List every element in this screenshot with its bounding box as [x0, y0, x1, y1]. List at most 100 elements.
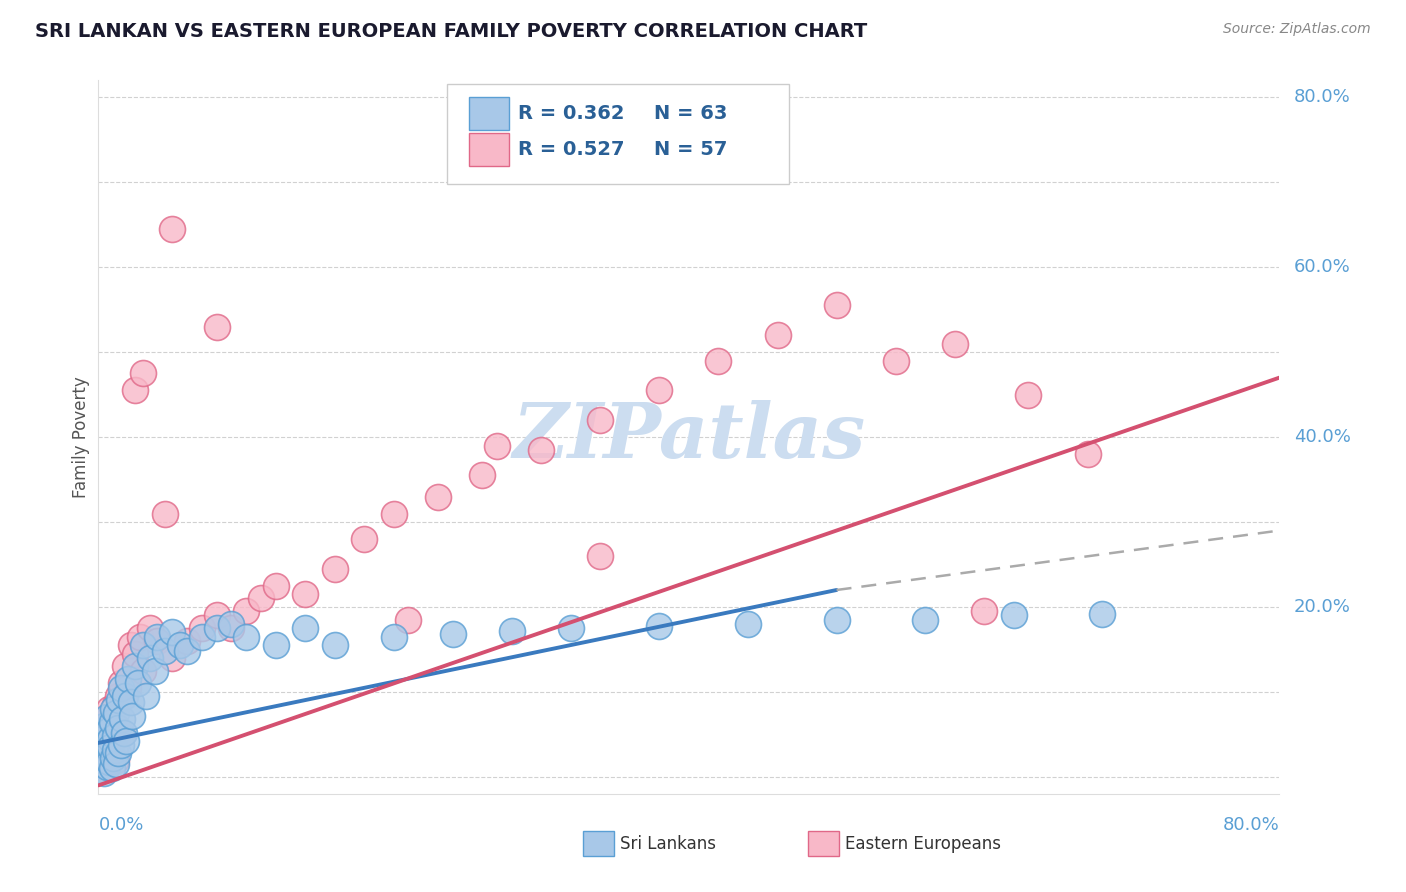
- Point: [914, 613, 936, 627]
- Point: [114, 689, 136, 703]
- Point: [97, 723, 120, 738]
- Point: [973, 604, 995, 618]
- Text: 0.0%: 0.0%: [98, 816, 143, 834]
- Point: [1077, 447, 1099, 461]
- Point: [501, 624, 523, 638]
- Point: [943, 336, 966, 351]
- Point: [235, 604, 257, 618]
- Point: [98, 740, 121, 755]
- Point: [132, 664, 155, 678]
- Point: [264, 638, 287, 652]
- Point: [124, 384, 146, 398]
- Point: [100, 761, 122, 775]
- Point: [1017, 387, 1039, 401]
- Text: R = 0.527: R = 0.527: [517, 140, 624, 159]
- Text: Sri Lankans: Sri Lankans: [620, 835, 716, 853]
- Point: [110, 681, 132, 695]
- Point: [107, 746, 129, 760]
- Text: 60.0%: 60.0%: [1294, 258, 1350, 277]
- FancyBboxPatch shape: [470, 133, 509, 166]
- Point: [323, 562, 346, 576]
- FancyBboxPatch shape: [470, 97, 509, 130]
- Bar: [808, 831, 839, 856]
- Point: [146, 630, 169, 644]
- Point: [153, 507, 176, 521]
- Point: [825, 298, 848, 312]
- Point: [648, 384, 671, 398]
- Point: [146, 634, 169, 648]
- Point: [120, 638, 142, 652]
- Point: [97, 755, 120, 769]
- Point: [139, 621, 162, 635]
- Point: [107, 721, 129, 735]
- Point: [250, 591, 273, 606]
- Point: [162, 625, 183, 640]
- Point: [1091, 607, 1114, 621]
- Point: [132, 367, 155, 381]
- Point: [124, 659, 146, 673]
- Point: [93, 719, 115, 733]
- Y-axis label: Family Poverty: Family Poverty: [72, 376, 90, 498]
- Point: [427, 490, 450, 504]
- Point: [235, 630, 257, 644]
- Point: [100, 714, 122, 729]
- Point: [105, 757, 128, 772]
- Point: [589, 413, 612, 427]
- Bar: [583, 831, 614, 856]
- Point: [98, 731, 121, 746]
- Point: [104, 742, 127, 756]
- Point: [191, 621, 214, 635]
- Point: [90, 736, 112, 750]
- Point: [323, 638, 346, 652]
- Text: 40.0%: 40.0%: [1294, 428, 1351, 446]
- Point: [108, 693, 131, 707]
- Point: [1002, 608, 1025, 623]
- Point: [103, 702, 125, 716]
- Point: [120, 695, 142, 709]
- Point: [128, 630, 150, 644]
- Text: N = 63: N = 63: [654, 104, 727, 123]
- Point: [139, 651, 162, 665]
- Point: [105, 706, 128, 721]
- Point: [486, 439, 509, 453]
- Point: [205, 621, 228, 635]
- Point: [91, 757, 114, 772]
- Point: [707, 353, 730, 368]
- Point: [176, 644, 198, 658]
- Point: [219, 617, 242, 632]
- Point: [105, 753, 128, 767]
- Point: [89, 757, 111, 772]
- Point: [94, 736, 117, 750]
- Point: [353, 532, 375, 546]
- Point: [96, 760, 118, 774]
- Text: 20.0%: 20.0%: [1294, 598, 1351, 616]
- Point: [294, 587, 316, 601]
- Point: [90, 727, 112, 741]
- Point: [264, 579, 287, 593]
- Point: [103, 731, 125, 746]
- Point: [560, 621, 582, 635]
- Point: [471, 468, 494, 483]
- Text: SRI LANKAN VS EASTERN EUROPEAN FAMILY POVERTY CORRELATION CHART: SRI LANKAN VS EASTERN EUROPEAN FAMILY PO…: [35, 22, 868, 41]
- Point: [884, 353, 907, 368]
- Point: [107, 689, 129, 703]
- Point: [648, 618, 671, 632]
- Point: [205, 608, 228, 623]
- Point: [162, 222, 183, 236]
- Text: N = 57: N = 57: [654, 140, 727, 159]
- Point: [98, 740, 121, 755]
- Point: [589, 549, 612, 563]
- Point: [111, 712, 134, 726]
- Point: [96, 755, 118, 769]
- Point: [97, 702, 120, 716]
- Text: Source: ZipAtlas.com: Source: ZipAtlas.com: [1223, 22, 1371, 37]
- Point: [382, 630, 405, 644]
- Text: Eastern Europeans: Eastern Europeans: [845, 835, 1001, 853]
- Text: 80.0%: 80.0%: [1294, 88, 1350, 106]
- Point: [530, 442, 553, 457]
- Point: [169, 638, 191, 652]
- Point: [96, 710, 118, 724]
- Point: [127, 676, 149, 690]
- Point: [93, 765, 115, 780]
- Point: [766, 328, 789, 343]
